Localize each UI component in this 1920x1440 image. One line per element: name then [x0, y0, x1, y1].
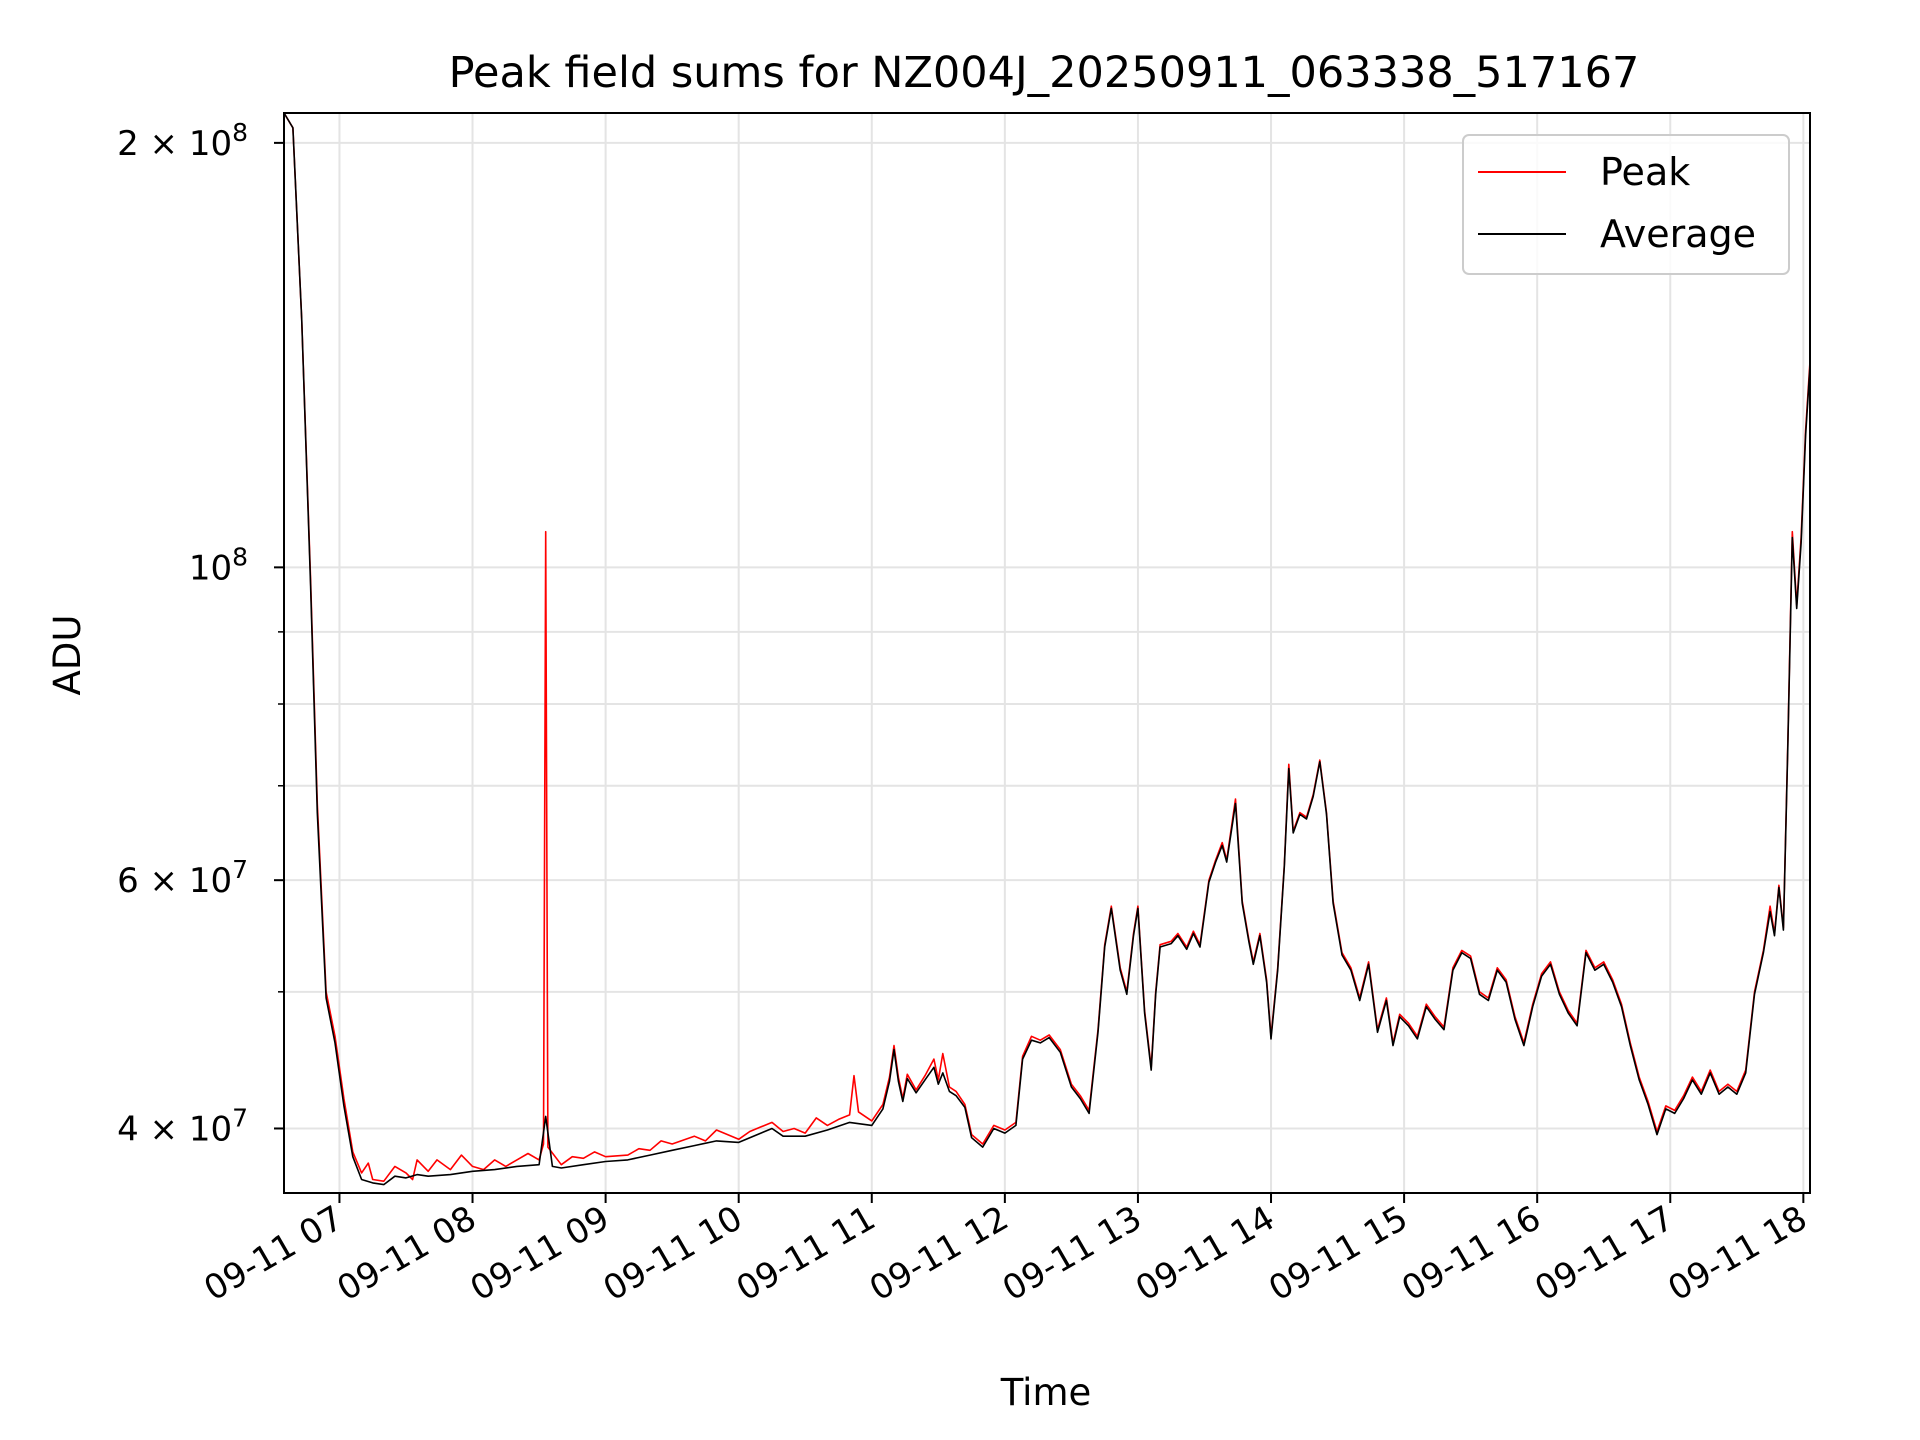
y-tick-label: 6 × 107: [117, 855, 248, 901]
legend: Peak Average: [1462, 134, 1790, 275]
legend-label-peak: Peak: [1600, 150, 1690, 194]
y-tick-label: 4 × 107: [117, 1103, 248, 1149]
legend-box: [1462, 134, 1790, 275]
legend-label-average: Average: [1600, 212, 1756, 256]
y-tick-label: 108: [189, 542, 248, 588]
plot-frame: [283, 112, 1811, 1194]
x-axis-label: Time: [1000, 1371, 1092, 1414]
y-axis-label: ADU: [46, 615, 89, 696]
series-lines: [284, 113, 1810, 1186]
chart-title: Peak field sums for NZ004J_20250911_0633…: [449, 48, 1640, 98]
y-tick-label: 2 × 108: [117, 118, 248, 164]
series-line-average: [284, 113, 1810, 1186]
gridlines: [284, 113, 1810, 1193]
